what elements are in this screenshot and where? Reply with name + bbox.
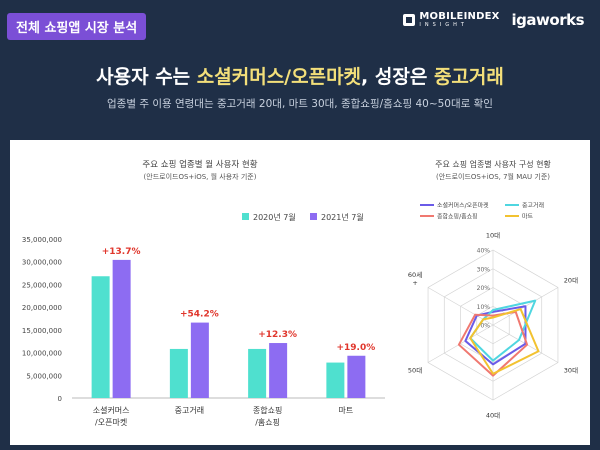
radar-chart-subtitle: (안드로이드OS+iOS, 7월 MAU 기준) xyxy=(436,172,550,181)
bar xyxy=(347,355,366,398)
legend-label: 2021년 7월 xyxy=(321,212,364,222)
y-tick-label: 30,000,000 xyxy=(22,259,62,267)
radar-chart-title: 주요 쇼핑 업종별 사용자 구성 현황 xyxy=(435,159,551,169)
growth-label: +12.3% xyxy=(258,330,297,340)
bar xyxy=(112,259,131,398)
x-tick-label: 소셜커머스 xyxy=(93,406,130,415)
title-part-1: 사용자 수는 xyxy=(96,66,197,88)
title-highlight-2: 중고거래 xyxy=(433,66,504,88)
x-tick-label: 중고거래 xyxy=(175,406,204,415)
radar-axis-label: 60세 + xyxy=(408,270,422,287)
y-tick-label: 20,000,000 xyxy=(22,304,62,312)
radar-tick-label: 0% xyxy=(480,323,490,330)
legend-swatch xyxy=(310,213,317,220)
legend-swatch xyxy=(242,213,249,220)
y-tick-label: 25,000,000 xyxy=(22,281,62,289)
growth-label: +19.0% xyxy=(336,343,375,353)
mobileindex-logo: MOBILEINDEX INSIGHT xyxy=(403,12,499,28)
radar-chart: 주요 쇼핑 업종별 사용자 구성 현황 (안드로이드OS+iOS, 7월 MAU … xyxy=(408,159,578,420)
radar-legend-label: 중고거래 xyxy=(522,202,544,210)
bar xyxy=(91,276,110,398)
radar-legend-label: 종합쇼핑/홈쇼핑 xyxy=(437,213,478,221)
chart-panel: 주요 쇼핑 업종별 월 사용자 현황 (안드로이드OS+iOS, 월 사용자 기준… xyxy=(10,140,590,445)
radar-series-line xyxy=(469,308,540,375)
page-title: 사용자 수는 소셜커머스/오픈마켓, 성장은 중고거래 xyxy=(0,62,600,89)
growth-label: +54.2% xyxy=(180,310,219,320)
radar-axis-label: 50대 xyxy=(408,367,422,375)
title-part-2: , 성장은 xyxy=(361,66,434,88)
radar-tick-label: 40% xyxy=(477,248,491,255)
x-tick-label: /홈쇼핑 xyxy=(255,417,280,427)
radar-axis-label: 20대 xyxy=(564,277,578,285)
bar xyxy=(248,348,267,398)
title-highlight-1: 소셜커머스/오픈마켓 xyxy=(196,66,362,88)
page-subtitle: 업종별 주 이용 연령대는 중고거래 20대, 마트 30대, 종합쇼핑/홈쇼핑… xyxy=(107,98,493,110)
bar xyxy=(269,343,288,398)
section-tag: 전체 쇼핑앱 시장 분석 xyxy=(7,13,147,40)
radar-spoke xyxy=(427,287,494,326)
radar-legend-label: 소셜커머스/오픈마켓 xyxy=(437,202,489,210)
y-tick-label: 15,000,000 xyxy=(22,327,62,335)
radar-series-line xyxy=(457,310,529,377)
legend-label: 2020년 7월 xyxy=(253,212,296,222)
x-tick-label: 종합쇼핑 xyxy=(253,405,282,415)
mobileindex-logo-icon xyxy=(403,14,416,26)
y-tick-label: 5,000,000 xyxy=(26,372,62,380)
x-tick-label: /오픈마켓 xyxy=(95,417,127,427)
growth-label: +13.7% xyxy=(102,247,141,257)
mobileindex-logo-subtext: INSIGHT xyxy=(419,22,468,28)
radar-legend-label: 마트 xyxy=(522,213,534,221)
radar-axis-label: 30대 xyxy=(564,367,578,375)
bar xyxy=(190,322,209,398)
bar-chart-title: 주요 쇼핑 업종별 월 사용자 현황 xyxy=(142,159,257,170)
mobileindex-logo-text: MOBILEINDEX xyxy=(419,11,500,22)
x-tick-label: 마트 xyxy=(339,406,354,415)
radar-tick-label: 30% xyxy=(477,266,491,273)
bar xyxy=(169,348,188,398)
y-tick-label: 35,000,000 xyxy=(22,236,62,244)
brand-logos: MOBILEINDEX INSIGHT igaworks xyxy=(403,11,585,29)
bar xyxy=(326,362,345,398)
radar-tick-label: 10% xyxy=(477,304,491,311)
radar-axis-label: 40대 xyxy=(486,412,500,420)
y-tick-label: 10,000,000 xyxy=(22,350,62,358)
radar-tick-label: 20% xyxy=(477,285,491,292)
bar-chart: 주요 쇼핑 업종별 월 사용자 현황 (안드로이드OS+iOS, 월 사용자 기준… xyxy=(22,159,385,427)
radar-axis-label: 10대 xyxy=(486,232,500,240)
igaworks-logo: igaworks xyxy=(511,11,585,29)
bar-chart-subtitle: (안드로이드OS+iOS, 월 사용자 기준) xyxy=(144,172,257,181)
y-tick-label: 0 xyxy=(58,395,62,403)
